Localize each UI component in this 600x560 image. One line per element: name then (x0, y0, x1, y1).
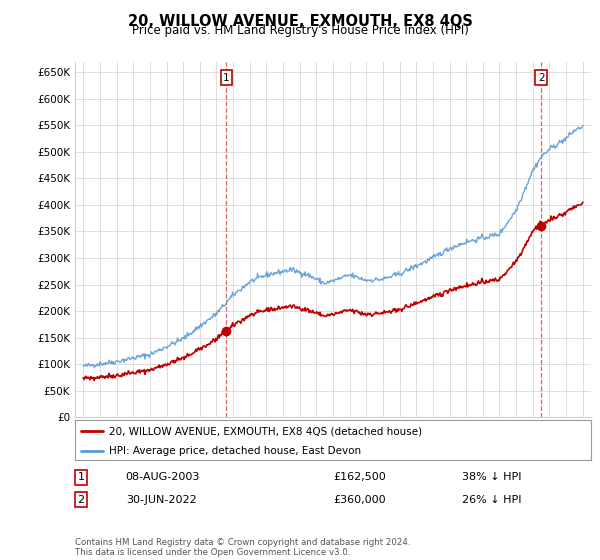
Text: 26% ↓ HPI: 26% ↓ HPI (462, 494, 522, 505)
Text: HPI: Average price, detached house, East Devon: HPI: Average price, detached house, East… (109, 446, 361, 456)
Text: £162,500: £162,500 (334, 472, 386, 482)
Text: 2: 2 (538, 73, 544, 83)
Text: 2: 2 (77, 494, 85, 505)
Text: 20, WILLOW AVENUE, EXMOUTH, EX8 4QS (detached house): 20, WILLOW AVENUE, EXMOUTH, EX8 4QS (det… (109, 426, 422, 436)
Text: 38% ↓ HPI: 38% ↓ HPI (462, 472, 522, 482)
Text: Contains HM Land Registry data © Crown copyright and database right 2024.
This d: Contains HM Land Registry data © Crown c… (75, 538, 410, 557)
Text: 30-JUN-2022: 30-JUN-2022 (127, 494, 197, 505)
Text: 20, WILLOW AVENUE, EXMOUTH, EX8 4QS: 20, WILLOW AVENUE, EXMOUTH, EX8 4QS (128, 14, 472, 29)
Text: £360,000: £360,000 (334, 494, 386, 505)
Text: Price paid vs. HM Land Registry's House Price Index (HPI): Price paid vs. HM Land Registry's House … (131, 24, 469, 37)
Text: 1: 1 (77, 472, 85, 482)
Text: 08-AUG-2003: 08-AUG-2003 (125, 472, 199, 482)
Text: 1: 1 (223, 73, 230, 83)
